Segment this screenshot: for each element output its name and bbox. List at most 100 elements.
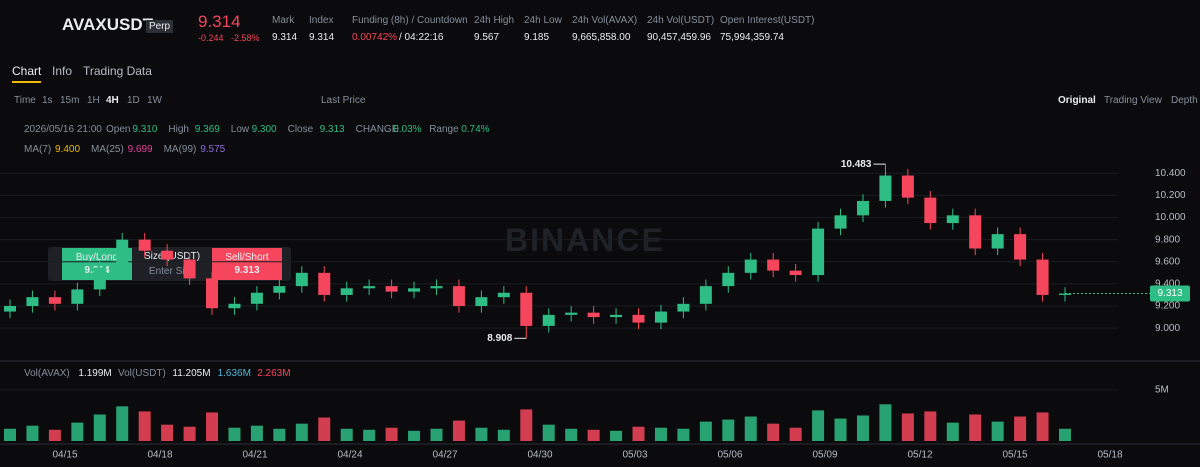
legend-value: 9.300 xyxy=(251,124,277,135)
legend-value: 0.03% xyxy=(393,124,422,135)
candle-body xyxy=(497,292,510,298)
volume-bar xyxy=(654,427,667,441)
candle-body xyxy=(901,175,914,198)
volume-bar xyxy=(542,424,555,441)
candle-body xyxy=(677,303,690,312)
change-pct: -2.58% xyxy=(231,33,260,43)
ma-value: 9.400 xyxy=(55,144,81,155)
view[interactable]: Original xyxy=(1058,95,1096,106)
candle-body xyxy=(183,259,196,279)
x-tick-label: 05/18 xyxy=(1097,450,1122,461)
price-type[interactable]: Last Price xyxy=(321,95,366,106)
stat-label: 24h Low xyxy=(524,15,562,26)
candle-body xyxy=(924,197,937,224)
volume-bar xyxy=(161,424,174,441)
volume-bar xyxy=(206,412,219,441)
volume-bar xyxy=(497,429,510,441)
last-price-label: 9.313 xyxy=(1157,288,1182,299)
candle-body xyxy=(206,278,219,309)
volume-bar xyxy=(250,425,263,441)
interval[interactable]: 1s xyxy=(42,95,53,106)
candle-body xyxy=(856,200,869,216)
size-input: Enter Size xyxy=(148,266,196,277)
volume-bar xyxy=(93,414,106,441)
candle-body xyxy=(879,175,892,201)
stat-value: 9.314 xyxy=(272,32,298,43)
candle-body xyxy=(699,286,712,304)
candle-body xyxy=(430,286,443,289)
candle-body xyxy=(385,286,398,292)
volume-bar xyxy=(48,429,61,441)
ma-value: 9.699 xyxy=(127,144,153,155)
interval[interactable]: Time xyxy=(14,95,36,106)
candle-body xyxy=(363,286,376,289)
volume-bar xyxy=(879,404,892,441)
x-tick-label: 05/09 xyxy=(812,450,837,461)
candle-body xyxy=(654,311,667,323)
volume-bar xyxy=(116,406,129,441)
candle-body xyxy=(26,297,39,307)
vol-label: Vol(AVAX) xyxy=(24,368,70,379)
volume-bar xyxy=(744,416,757,441)
volume-bar xyxy=(4,428,16,441)
legend-value: 9.369 xyxy=(194,124,220,135)
stat-value: 0.00742% xyxy=(352,32,398,43)
stat-value: 75,994,359.74 xyxy=(720,32,784,43)
interval[interactable]: 1W xyxy=(147,95,162,106)
tab[interactable]: Chart xyxy=(12,64,42,83)
candle-body xyxy=(1036,259,1049,295)
volume-bar xyxy=(273,428,286,441)
volume-bar xyxy=(340,428,353,441)
stat-value: 9.567 xyxy=(474,32,500,43)
candle-body xyxy=(4,306,16,312)
tab[interactable]: Info xyxy=(52,64,73,78)
legend-label: Low xyxy=(230,124,250,135)
candle-body xyxy=(161,250,174,260)
interval[interactable]: 4H xyxy=(106,95,119,106)
candle-body xyxy=(295,272,308,287)
volume-bar xyxy=(610,430,623,441)
last-price: 9.314 xyxy=(198,12,241,31)
legend-label: Range xyxy=(429,124,459,135)
x-tick-label: 04/18 xyxy=(147,450,172,461)
stat-value: 90,457,459.96 xyxy=(647,32,711,43)
candle-body xyxy=(969,215,982,249)
interval[interactable]: 1D xyxy=(127,95,140,106)
volume-bar xyxy=(452,420,465,441)
stat-label: 24h High xyxy=(474,15,515,26)
candle-body xyxy=(744,259,757,273)
sell-button[interactable]: Sell/Short xyxy=(212,248,282,280)
y-tick-label: 9.000 xyxy=(1155,323,1180,334)
view[interactable]: Trading View xyxy=(1104,95,1162,106)
perp-badge: Perp xyxy=(146,20,174,33)
vol-value: 1.199M xyxy=(78,368,112,379)
y-tick-label: 10.000 xyxy=(1155,212,1186,223)
last-price-box xyxy=(1150,285,1190,302)
candle-body xyxy=(48,297,61,304)
stat-label: Open Interest(USDT) xyxy=(720,15,815,26)
volume-bar xyxy=(632,426,645,441)
legend-date: 2026/05/16 21:00 xyxy=(24,124,102,135)
volume-bar xyxy=(295,423,308,441)
volume-bar xyxy=(677,428,690,441)
volume-bar xyxy=(318,417,331,441)
x-tick-label: 05/03 xyxy=(622,450,647,461)
interval[interactable]: 15m xyxy=(60,95,80,106)
ma-label: MA(7) xyxy=(24,144,52,155)
volume-bar xyxy=(901,413,914,441)
stat-value: 9.314 xyxy=(309,32,335,43)
volume-bar xyxy=(587,429,600,441)
candle-body xyxy=(228,303,241,309)
interval[interactable]: 1H xyxy=(87,95,100,106)
volume-bar xyxy=(722,419,735,441)
candle-body xyxy=(991,234,1004,249)
candle-body xyxy=(565,312,578,315)
stat-label: 24h Vol(AVAX) xyxy=(572,15,638,26)
tab[interactable]: Trading Data xyxy=(83,64,152,78)
candle-body xyxy=(722,272,735,287)
candle-body xyxy=(812,228,825,276)
legend-label: Close xyxy=(287,124,314,135)
stat-value: 9.185 xyxy=(524,32,550,43)
view[interactable]: Depth xyxy=(1171,95,1198,106)
